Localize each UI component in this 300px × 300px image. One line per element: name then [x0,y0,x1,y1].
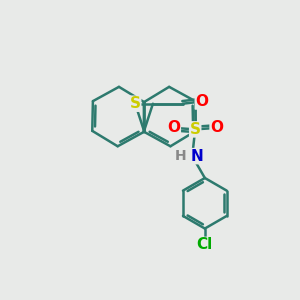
Text: O: O [195,94,208,109]
Text: H: H [175,149,187,163]
Text: O: O [210,120,223,135]
Text: O: O [167,120,180,135]
Text: Cl: Cl [197,237,213,252]
Text: S: S [190,122,201,137]
Text: S: S [130,96,141,111]
Text: N: N [190,148,203,164]
